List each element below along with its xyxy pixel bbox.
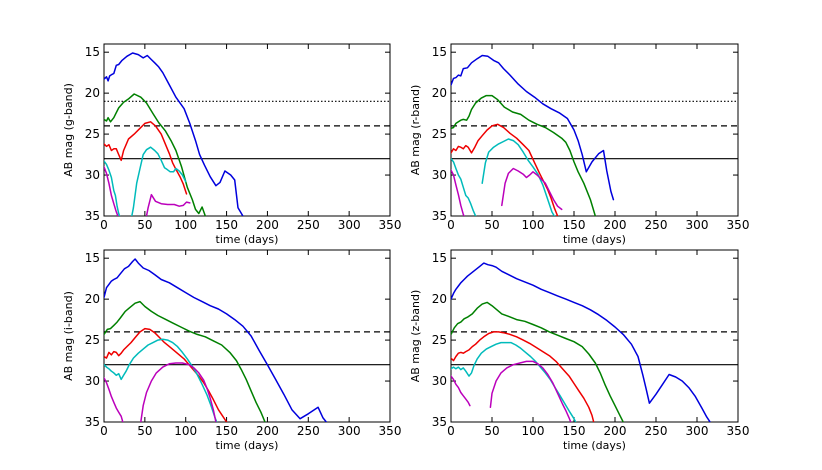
panel-i-band: 0 50 100 150 200 250 300 350 15 20 25 30 35 AB mag (i… <box>62 249 402 452</box>
series-magenta-line-2-z-band <box>489 360 572 422</box>
series-magenta-line-g-band <box>104 166 119 216</box>
plot-frame-g-band <box>103 43 391 217</box>
x-tick-label-i-band: 150 <box>215 424 238 438</box>
series-cyan-line-2-g-band <box>131 146 187 216</box>
y-tick-label-g-band: 20 <box>85 86 100 100</box>
x-tick-label-i-band: 350 <box>379 424 402 438</box>
series-group-i-band <box>104 258 328 422</box>
x-tick-label-r-band: 250 <box>645 218 668 232</box>
series-group-z-band <box>451 262 711 422</box>
x-tick-label-g-band: 0 <box>100 218 108 232</box>
series-blue-line-z-band <box>451 262 711 422</box>
y-tick-label-g-band: 15 <box>85 45 100 59</box>
y-tick-label-z-band: 25 <box>432 333 447 347</box>
x-tick-label-r-band: 150 <box>563 218 586 232</box>
series-cyan-line-2-r-band <box>481 138 556 216</box>
series-group-g-band <box>104 52 244 216</box>
xlabel-z-band: time (days) <box>563 439 626 452</box>
series-magenta-line-2-g-band <box>145 193 191 216</box>
x-tick-label-z-band: 150 <box>563 424 586 438</box>
series-green-line-g-band <box>104 93 207 216</box>
plot-frame-r-band <box>450 43 739 217</box>
series-red-line-z-band <box>451 331 595 422</box>
x-tick-label-g-band: 350 <box>379 218 402 232</box>
x-tick-label-z-band: 200 <box>604 424 627 438</box>
ylabel-z-band: AB mag (z-band) <box>409 290 422 383</box>
series-magenta-line-i-band <box>104 377 124 422</box>
x-tick-label-z-band: 0 <box>447 424 455 438</box>
y-tick-label-i-band: 20 <box>85 292 100 306</box>
plot-frame-i-band <box>103 249 391 423</box>
y-tick-label-r-band: 15 <box>432 45 447 59</box>
panel-g-band: 0 50 100 150 200 250 300 350 15 20 25 30 35 AB mag (g… <box>62 43 402 246</box>
y-tick-label-i-band: 25 <box>85 333 100 347</box>
series-red-line-i-band <box>104 327 228 422</box>
panel-r-band: 0 50 100 150 200 250 300 350 15 20 25 30 35 AB mag (r… <box>409 43 750 246</box>
x-tick-label-g-band: 200 <box>256 218 279 232</box>
series-blue-line-r-band <box>451 54 615 201</box>
x-tick-label-r-band: 0 <box>447 218 455 232</box>
x-tick-label-z-band: 100 <box>522 424 545 438</box>
series-blue-line-i-band <box>104 258 328 422</box>
series-cyan-line-z-band <box>451 341 577 422</box>
x-tick-label-i-band: 50 <box>137 424 152 438</box>
series-cyan-line-i-band <box>104 338 218 422</box>
x-tick-label-i-band: 100 <box>174 424 197 438</box>
y-tick-label-g-band: 30 <box>85 168 100 182</box>
series-red-line-r-band <box>451 123 559 216</box>
y-tick-label-r-band: 25 <box>432 127 447 141</box>
x-tick-label-g-band: 50 <box>137 218 152 232</box>
x-tick-label-i-band: 0 <box>100 424 108 438</box>
x-tick-label-r-band: 350 <box>727 218 750 232</box>
x-tick-label-z-band: 300 <box>686 424 709 438</box>
series-green-line-i-band <box>104 300 266 422</box>
series-cyan-line-r-band <box>451 157 477 216</box>
panel-z-band: 0 50 100 150 200 250 300 350 15 20 25 30 35 AB mag (z… <box>409 249 750 452</box>
y-tick-label-g-band: 35 <box>85 209 100 223</box>
series-green-line-z-band <box>451 301 624 422</box>
ylabel-i-band: AB mag (i-band) <box>62 291 75 381</box>
y-tick-label-z-band: 20 <box>432 292 447 306</box>
ylabel-r-band: AB mag (r-band) <box>409 85 422 176</box>
x-tick-label-r-band: 300 <box>686 218 709 232</box>
series-magenta-line-r-band <box>451 169 465 216</box>
series-green-line-r-band <box>451 94 597 216</box>
x-tick-label-z-band: 50 <box>484 424 499 438</box>
ylabel-g-band: AB mag (g-band) <box>62 83 75 177</box>
series-red-line-g-band <box>104 121 188 195</box>
x-tick-label-g-band: 150 <box>215 218 238 232</box>
series-magenta-line-2-i-band <box>140 362 217 422</box>
y-tick-label-r-band: 35 <box>432 209 447 223</box>
x-tick-label-g-band: 300 <box>338 218 361 232</box>
series-blue-line-g-band <box>104 52 244 216</box>
y-tick-label-z-band: 35 <box>432 415 447 429</box>
xlabel-r-band: time (days) <box>563 233 626 246</box>
y-tick-label-i-band: 35 <box>85 415 100 429</box>
series-magenta-line-z-band <box>451 375 471 407</box>
series-cyan-line-g-band <box>104 160 121 216</box>
x-tick-label-r-band: 100 <box>522 218 545 232</box>
x-tick-label-z-band: 350 <box>727 424 750 438</box>
y-tick-label-r-band: 20 <box>432 86 447 100</box>
y-tick-label-z-band: 15 <box>432 251 447 265</box>
series-magenta-line-2-r-band <box>501 167 563 211</box>
series-group-r-band <box>451 54 615 216</box>
plot-frame-z-band <box>450 249 739 423</box>
y-tick-label-i-band: 15 <box>85 251 100 265</box>
y-tick-label-r-band: 30 <box>432 168 447 182</box>
x-tick-label-r-band: 50 <box>484 218 499 232</box>
y-tick-label-z-band: 30 <box>432 374 447 388</box>
y-tick-label-i-band: 30 <box>85 374 100 388</box>
x-tick-label-z-band: 250 <box>645 424 668 438</box>
xlabel-g-band: time (days) <box>216 233 279 246</box>
x-tick-label-i-band: 250 <box>297 424 320 438</box>
x-tick-label-g-band: 250 <box>297 218 320 232</box>
x-tick-label-r-band: 200 <box>604 218 627 232</box>
x-tick-label-i-band: 200 <box>256 424 279 438</box>
y-tick-label-g-band: 25 <box>85 127 100 141</box>
xlabel-i-band: time (days) <box>216 439 279 452</box>
x-tick-label-i-band: 300 <box>338 424 361 438</box>
x-tick-label-g-band: 100 <box>174 218 197 232</box>
